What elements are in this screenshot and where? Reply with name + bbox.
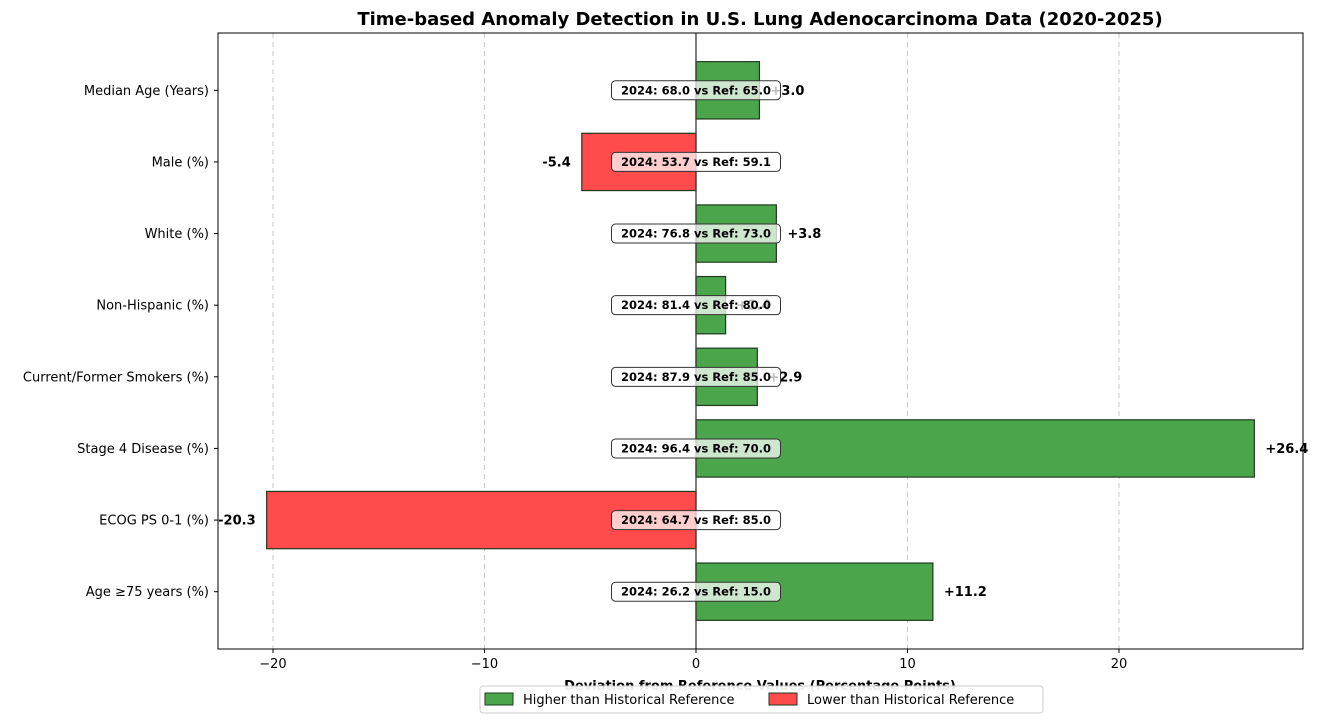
x-tick-label-3: 10	[899, 657, 916, 672]
deviation-label-6: -20.3	[218, 514, 255, 529]
annotation-box-7	[610, 581, 781, 602]
y-axis: Median Age (Years) Male (%) White (%) Non-H…	[23, 84, 218, 600]
annotation-text-2: 2024: 76.8 vs Ref: 73.0	[621, 227, 771, 241]
y-tick-label-6: ECOG PS 0-1 (%)	[99, 514, 209, 529]
legend-label-1: Lower than Historical Reference	[807, 693, 1014, 708]
annotation-box-0	[610, 80, 781, 101]
x-tick-label-1: −10	[471, 657, 498, 672]
deviation-label-5: +26.4	[1265, 442, 1308, 457]
legend: Higher than Historical Reference Lower th…	[479, 685, 1044, 714]
plot-frame	[217, 32, 1304, 650]
x-tick-label-4: 20	[1111, 657, 1128, 672]
x-tick-label-0: −20	[259, 657, 286, 672]
annotation-text-5: 2024: 96.4 vs Ref: 70.0	[621, 441, 771, 455]
y-tick-label-7: Age ≥75 years (%)	[86, 585, 209, 600]
legend-swatch-0	[484, 692, 514, 706]
annotation-box-3	[610, 295, 781, 316]
chart-title: Time-based Anomaly Detection in U.S. Lun…	[357, 9, 1162, 30]
y-tick-label-3: Non-Hispanic (%)	[96, 299, 209, 314]
legend-frame	[479, 685, 1044, 714]
annotation-text-3: 2024: 81.4 vs Ref: 80.0	[621, 298, 771, 312]
annotation-box-5	[610, 438, 781, 459]
annotation-text-4: 2024: 87.9 vs Ref: 85.0	[621, 370, 771, 384]
annotation-box-1	[610, 151, 781, 172]
deviation-label-1: -5.4	[542, 155, 570, 170]
deviation-label-2: +3.8	[787, 227, 821, 242]
annotation-text-1: 2024: 53.7 vs Ref: 59.1	[621, 155, 771, 169]
annotation-text-0: 2024: 68.0 vs Ref: 65.0	[621, 83, 771, 97]
annotation-box-4	[610, 366, 781, 387]
deviation-label-7: +11.2	[944, 585, 987, 600]
y-tick-label-1: Male (%)	[152, 155, 209, 170]
legend-label-0: Higher than Historical Reference	[523, 693, 735, 708]
annotation-text-6: 2024: 64.7 vs Ref: 85.0	[621, 513, 771, 527]
y-tick-label-4: Current/Former Smokers (%)	[23, 370, 209, 385]
legend-swatch-1	[768, 692, 798, 706]
y-tick-label-0: Median Age (Years)	[84, 84, 209, 99]
annotation-box-2	[610, 223, 781, 244]
y-tick-label-5: Stage 4 Disease (%)	[77, 442, 209, 457]
bars	[266, 61, 1255, 621]
annotation-box-6	[610, 510, 781, 531]
x-axis: −20 −10 0 10 20	[259, 649, 1127, 672]
annotation-boxes: 2024: 68.0 vs Ref: 65.0 2024: 53.7 vs Ref…	[610, 80, 781, 602]
x-tick-label-2: 0	[692, 657, 700, 672]
y-tick-label-2: White (%)	[145, 227, 209, 242]
annotation-text-7: 2024: 26.2 vs Ref: 15.0	[621, 585, 771, 599]
